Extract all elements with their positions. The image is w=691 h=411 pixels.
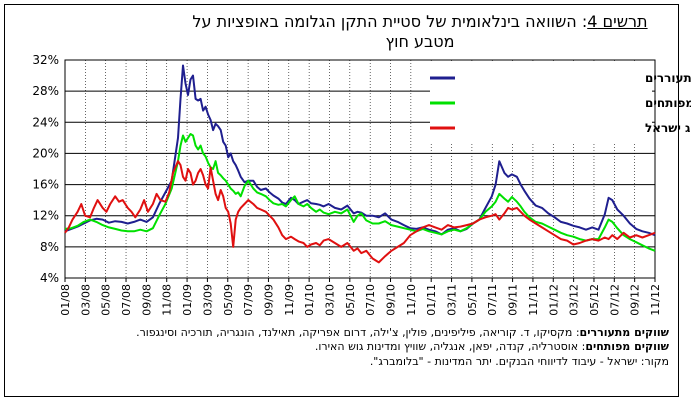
x-tick-label: 07/08	[120, 284, 133, 316]
y-tick-label: 28%	[32, 84, 59, 98]
y-tick-label: 4%	[40, 271, 59, 285]
x-tick-label: 01/12	[547, 284, 560, 316]
chart-title: תרשים 4: השוואה בינלאומית של סטיית התקן …	[160, 12, 680, 52]
chart-title-line2: מטבע חוץ	[385, 32, 455, 51]
x-tick-label: 05/11	[466, 284, 479, 316]
legend-box	[430, 62, 652, 142]
x-tick-label: 07/12	[608, 284, 621, 316]
y-tick-label: 8%	[40, 240, 59, 254]
y-tick-label: 20%	[32, 146, 59, 160]
note-emerging-label: שווקים מתעוררים	[579, 326, 669, 339]
x-tick-label: 01/09	[181, 284, 194, 316]
y-tick-label: 16%	[32, 178, 59, 192]
note-emerging-text: : מקסיקו, ד. קוריאה, פיליפינים, פולין, צ…	[136, 326, 580, 339]
chart-title-label: תרשים 4	[587, 12, 648, 31]
series-line-developed	[64, 133, 656, 252]
note-developed: שווקים מפותחים: אוסטרליה, קנדה, יפאן, אנ…	[29, 340, 669, 354]
x-tick-label: 11/11	[527, 284, 540, 316]
x-tick-label: 11/09	[283, 284, 296, 316]
note-source: מקור: ישראל - עיבוד לדיווחי הבנקים. יתר …	[29, 355, 669, 369]
chart-frame	[4, 4, 679, 397]
x-tick-label: 07/11	[486, 284, 499, 316]
x-tick-label: 05/10	[344, 284, 357, 316]
legend-label: ממוצע שווקים מפותחים	[645, 96, 691, 110]
x-tick-label: 05/12	[588, 284, 601, 316]
x-tick-label: 11/08	[161, 284, 174, 316]
x-tick-label: 01/10	[303, 284, 316, 316]
x-tick-label: 11/12	[649, 284, 662, 316]
x-tick-label: 03/10	[323, 284, 336, 316]
x-tick-label: 09/12	[629, 284, 642, 316]
x-tick-label: 09/10	[385, 284, 398, 316]
x-tick-label: 05/09	[222, 284, 235, 316]
note-source-text: מקור: ישראל - עיבוד לדיווחי הבנקים. יתר …	[369, 355, 669, 368]
x-tick-label: 09/11	[507, 284, 520, 316]
y-tick-label: 32%	[32, 53, 59, 67]
x-tick-label: 07/09	[242, 284, 255, 316]
plot-area	[64, 59, 656, 279]
x-tick-label: 01/08	[59, 284, 72, 316]
x-tick-label: 09/09	[262, 284, 275, 316]
series-line-emerging	[64, 64, 656, 237]
series-line-israel	[64, 160, 656, 264]
x-tick-label: 03/09	[201, 284, 214, 316]
x-tick-label: 09/08	[140, 284, 153, 316]
note-emerging: שווקים מתעוררים: מקסיקו, ד. קוריאה, פילי…	[29, 326, 669, 340]
note-developed-label: שווקים מפותחים	[585, 340, 669, 353]
x-tick-label: 03/12	[568, 284, 581, 316]
legend-label: ממוצע שווקים מתעוררים	[645, 71, 691, 85]
x-tick-label: 11/10	[405, 284, 418, 316]
y-tick-label: 24%	[32, 115, 59, 129]
y-tick-label: 12%	[32, 209, 59, 223]
x-tick-label: 01/11	[425, 284, 438, 316]
x-tick-label: 05/08	[100, 284, 113, 316]
x-tick-label: 03/11	[446, 284, 459, 316]
note-developed-text: : אוסטרליה, קנדה, יפאן, אנגליה, שוויץ ומ…	[314, 340, 586, 353]
x-tick-label: 03/08	[79, 284, 92, 316]
x-tick-label: 07/10	[364, 284, 377, 316]
legend-label: סת"ג ישראל	[645, 121, 691, 135]
chart-title-text: : השוואה בינלאומית של סטיית התקן הגלומה …	[192, 12, 588, 31]
